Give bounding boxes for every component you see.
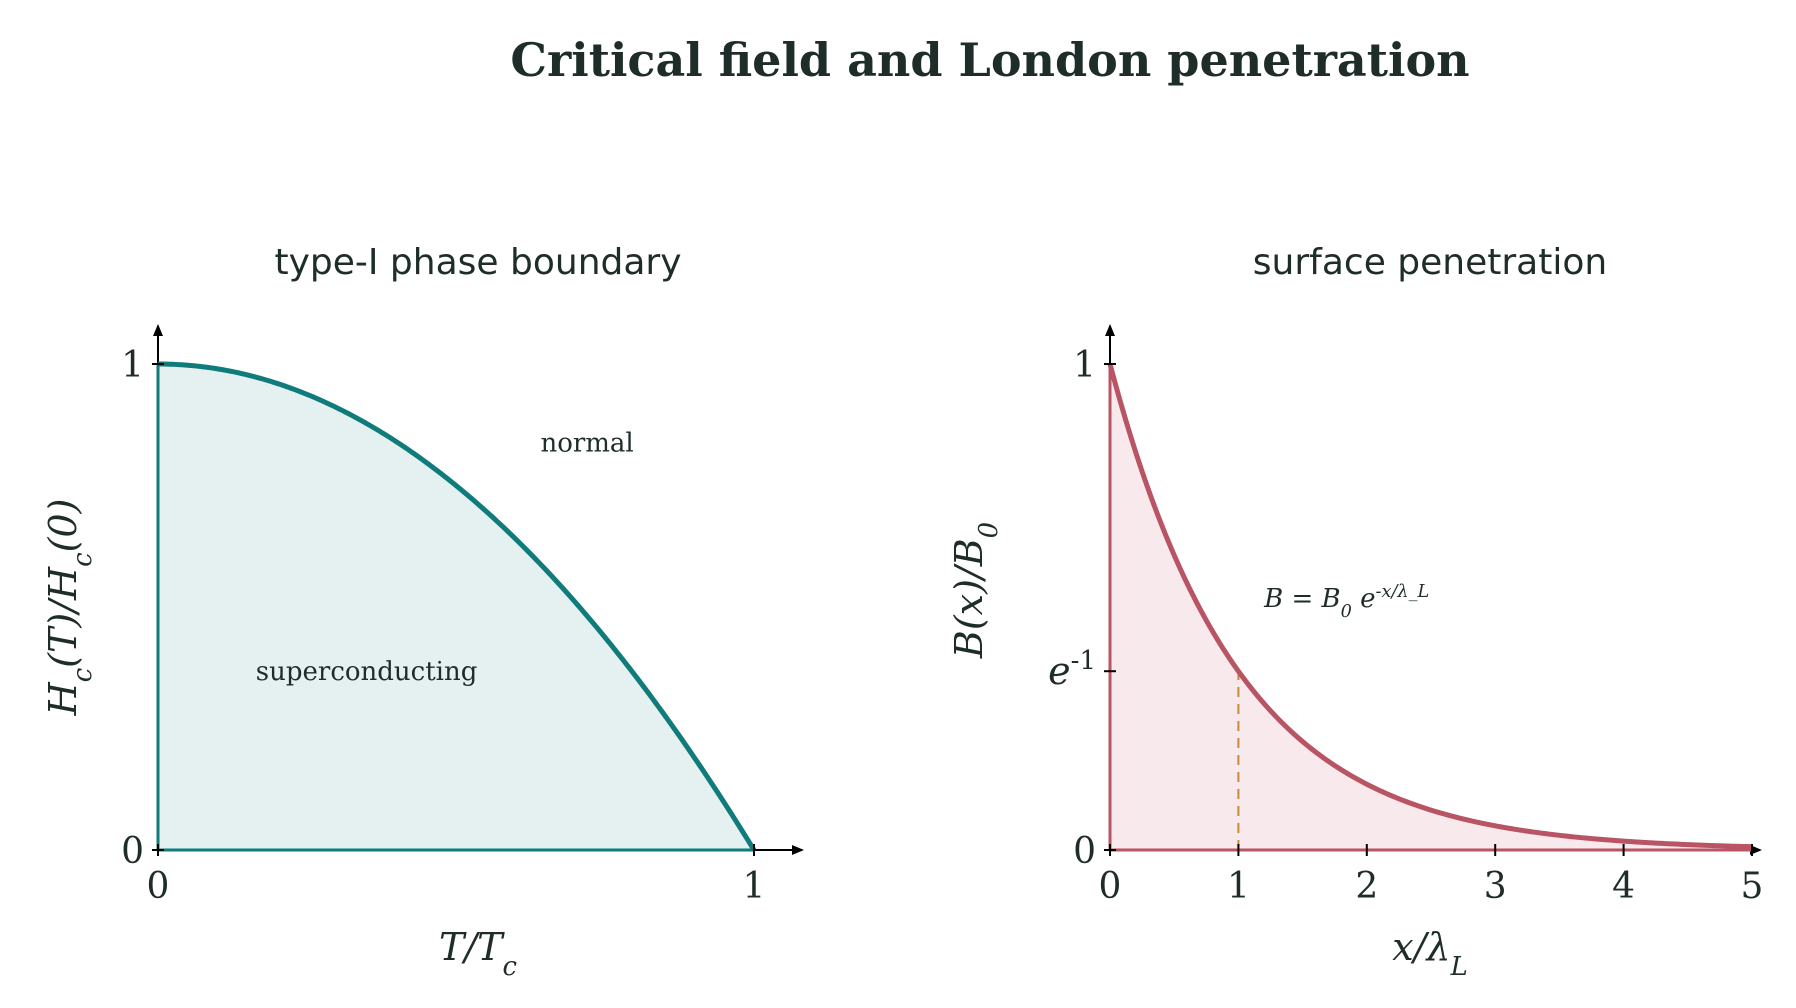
phase-chart-title: type-I phase boundary bbox=[274, 242, 681, 283]
x-tick-label: 0 bbox=[1099, 866, 1122, 907]
y-tick-label: 1 bbox=[121, 345, 144, 386]
field-decay-curve bbox=[1107, 363, 1753, 850]
y-tick-label: 0 bbox=[121, 831, 144, 872]
penetration-chart-title: surface penetration bbox=[1253, 242, 1607, 283]
phase-boundary-chart: type-I phase boundary 0 1 0 1 T/Tc​ Hc​(T)… bbox=[41, 242, 804, 982]
y-tick-label: 0 bbox=[1073, 831, 1096, 872]
phase-y-axis-label: Hc​(T)/Hc​(0) bbox=[41, 499, 98, 717]
critical-field-curve bbox=[157, 361, 757, 852]
x-tick-label: 5 bbox=[1741, 866, 1764, 907]
surface-penetration-chart: surface penetration 0 1 2 3 4 5 0 e-1 1 x/λL​ B… bbox=[947, 242, 1763, 982]
x-tick-label: 2 bbox=[1355, 866, 1378, 907]
y-tick-label: e-1 bbox=[1048, 646, 1096, 693]
superconducting-region-label: superconducting bbox=[256, 657, 478, 687]
normal-region-label: normal bbox=[540, 428, 633, 458]
phase-x-axis-label: T/Tc​ bbox=[439, 925, 517, 982]
figure-title: Critical field and London penetration bbox=[510, 33, 1469, 87]
decay-formula-label: B = B0​ e-x/λ_L​ bbox=[1263, 582, 1429, 622]
superconducting-region-fill bbox=[158, 364, 754, 850]
x-tick-label: 4 bbox=[1612, 866, 1635, 907]
x-tick-label: 1 bbox=[1227, 866, 1250, 907]
y-tick-label: 1 bbox=[1073, 345, 1096, 386]
field-decay-fill bbox=[1110, 364, 1752, 850]
penetration-y-axis-label: B(x)/B0​ bbox=[947, 522, 1004, 659]
x-tick-label: 3 bbox=[1484, 866, 1507, 907]
x-tick-label: 0 bbox=[147, 866, 170, 907]
penetration-x-axis-label: x/λL​ bbox=[1392, 925, 1467, 982]
x-tick-label: 1 bbox=[743, 866, 766, 907]
